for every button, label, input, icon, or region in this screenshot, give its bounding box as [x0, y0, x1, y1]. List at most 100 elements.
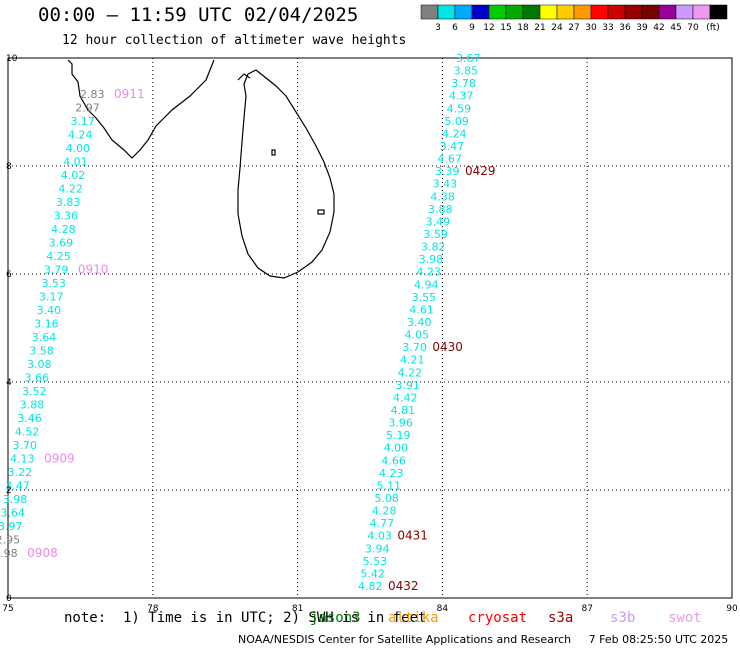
- coastline: [67, 59, 335, 279]
- swh-value-left: 4.24: [68, 129, 93, 142]
- swh-value-right: 4.21: [400, 354, 425, 367]
- swh-value-left: 3.22: [8, 466, 32, 479]
- colorbar-swatch: [709, 4, 728, 20]
- pass-time-left: 0908: [27, 546, 58, 560]
- colorbar: 3 6 9 12 15 18 21 24 27 30 33 36 39 42 45 70 (ft): [420, 4, 728, 33]
- legend-swot: swot: [668, 610, 702, 626]
- swh-value-right: 4.82: [358, 580, 383, 593]
- colorbar-swatch: [437, 4, 456, 20]
- colorbar-label: 3: [435, 23, 441, 33]
- swh-value-right: 4.23: [379, 467, 404, 480]
- swh-value-left: 2.97: [75, 102, 100, 115]
- colorbar-label: 33: [602, 23, 613, 33]
- pass-time-left: 0909: [44, 452, 75, 466]
- plot-frame: [7, 57, 733, 599]
- swh-value-left: 3.97: [0, 520, 23, 533]
- y-tick-label: 8: [6, 162, 12, 172]
- swh-value-right: 5.09: [444, 115, 469, 128]
- page-subtitle: 12 hour collection of altimeter wave hei…: [62, 33, 407, 48]
- swh-value-left: 3.88: [20, 399, 45, 412]
- swh-value-right: 4.28: [372, 505, 397, 518]
- colorbar-label: 42: [653, 23, 664, 33]
- swh-value-right: 3.70: [402, 341, 427, 354]
- colorbar-swatch: [505, 4, 524, 20]
- swh-value-left: 3.52: [22, 385, 46, 398]
- swh-value-right: 5.53: [363, 555, 388, 568]
- page-title: 00:00 – 11:59 UTC 02/04/2025: [38, 4, 359, 26]
- swh-value-left: 3.40: [37, 304, 62, 317]
- colorbar-label: 24: [551, 23, 563, 33]
- swh-value-left: 2.98: [0, 547, 18, 560]
- colorbar-swatch: [607, 4, 626, 20]
- y-tick-label: 2: [6, 486, 12, 496]
- colorbar-label: 27: [568, 23, 579, 33]
- pass-time-right: 0432: [388, 579, 419, 593]
- legend-altika: altika: [388, 610, 439, 626]
- swh-value-right: 3.55: [412, 291, 437, 304]
- swh-value-right: 3.82: [421, 241, 446, 254]
- colorbar-label: 6: [452, 23, 458, 33]
- colorbar-swatch: [488, 4, 507, 20]
- swh-value-right: 4.37: [449, 90, 474, 103]
- swh-value-right: 3.88: [428, 203, 453, 216]
- colorbar-label: 45: [670, 23, 681, 33]
- swh-value-right: 3.40: [407, 316, 432, 329]
- swh-value-left: 3.66: [25, 372, 50, 385]
- colorbar-label: 18: [517, 23, 529, 33]
- colorbar-swatch: [692, 4, 711, 20]
- colorbar-label: 12: [483, 23, 494, 33]
- colorbar-swatch: [590, 4, 609, 20]
- x-tick-label: 87: [581, 604, 592, 614]
- swh-value-left: 3.08: [27, 358, 52, 371]
- swh-value-right: 5.11: [377, 479, 402, 492]
- swh-value-left: 4.52: [15, 426, 40, 439]
- axis-ticks: 75 78 81 84 87 90 0 2 4 6 8 10: [2, 54, 738, 614]
- island-mark: [317, 209, 325, 215]
- swh-value-left: 3.46: [17, 412, 42, 425]
- swh-value-right: 4.94: [414, 278, 439, 291]
- swh-value-right: 4.59: [447, 102, 472, 115]
- x-tick-label: 81: [292, 604, 303, 614]
- colorbar-swatch: [641, 4, 660, 20]
- colorbar-swatch: [454, 4, 473, 20]
- swh-value-right: 3.67: [456, 52, 481, 65]
- colorbar-unit: (ft): [706, 23, 720, 33]
- colorbar-swatch: [420, 4, 439, 20]
- swh-value-right: 3.49: [426, 215, 451, 228]
- swh-value-left: 4.00: [66, 142, 91, 155]
- swh-value-right: 3.96: [388, 417, 413, 430]
- colorbar-swatch: [522, 4, 541, 20]
- india-coastline: [67, 59, 215, 159]
- colorbar-label: 36: [619, 23, 631, 33]
- x-tick-label: 75: [2, 604, 13, 614]
- y-tick-label: 6: [6, 270, 12, 280]
- swh-value-left: 3.64: [0, 507, 25, 520]
- swh-value-left: 4.13: [10, 453, 35, 466]
- sri-lanka-coastline: [237, 69, 335, 279]
- y-tick-label: 10: [6, 54, 18, 64]
- swh-value-right: 4.67: [437, 153, 462, 166]
- swh-value-right: 4.81: [391, 404, 416, 417]
- colorbar-swatch: [573, 4, 592, 20]
- x-tick-label: 90: [726, 604, 738, 614]
- legend-s3a: s3a: [548, 610, 574, 626]
- swh-value-left: 4.28: [51, 223, 76, 236]
- swh-value-right: 3.47: [440, 140, 465, 153]
- swh-value-right: 4.03: [367, 530, 392, 543]
- swh-value-right: 3.98: [419, 253, 444, 266]
- colorbar-label: 30: [585, 23, 597, 33]
- swh-value-left: 2.83: [80, 88, 105, 101]
- map-grid: [7, 57, 733, 599]
- swh-value-left: 3.69: [49, 237, 74, 250]
- swh-value-right: 4.23: [416, 266, 441, 279]
- colorbar-swatch: [658, 4, 677, 20]
- swh-value-right: 4.66: [381, 454, 406, 467]
- swh-value-right: 3.78: [451, 77, 476, 90]
- swh-value-left: 3.79: [44, 264, 69, 277]
- colorbar-label: 39: [636, 23, 648, 33]
- swh-value-right: 3.91: [395, 379, 420, 392]
- swh-value-left: 3.17: [39, 291, 64, 304]
- swh-value-left: 3.98: [3, 493, 28, 506]
- x-tick-label: 84: [437, 604, 449, 614]
- pass-time-right: 0431: [397, 529, 428, 543]
